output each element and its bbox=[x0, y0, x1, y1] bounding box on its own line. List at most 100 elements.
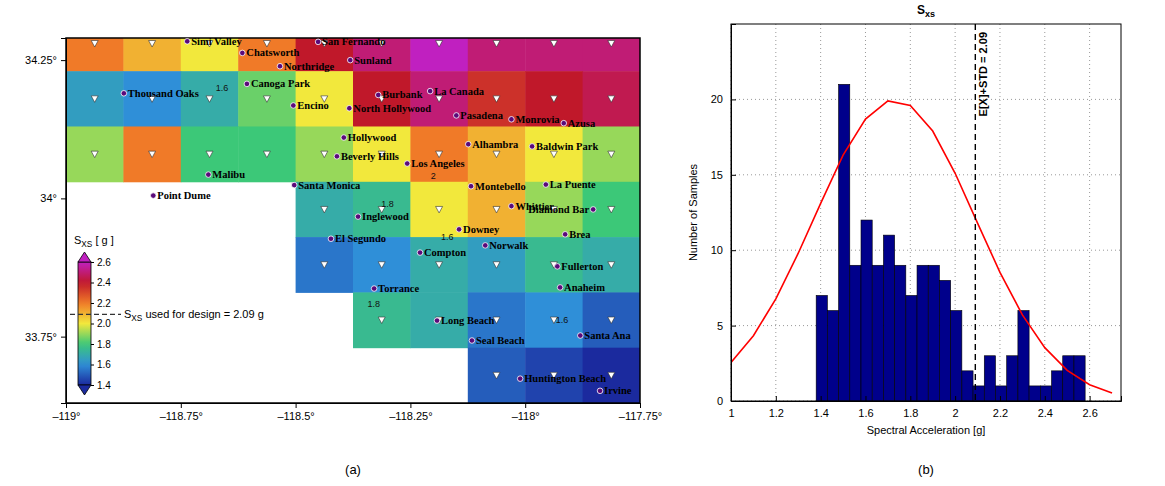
tick-mark bbox=[296, 403, 297, 408]
city-label: Brea bbox=[569, 229, 591, 240]
tick: 20 bbox=[711, 93, 736, 105]
tick-mark bbox=[731, 401, 736, 402]
colorbar-title-part: S bbox=[74, 234, 81, 246]
city-marker bbox=[371, 286, 377, 292]
tick: 2.4 bbox=[91, 277, 111, 288]
histogram-bar bbox=[1029, 386, 1040, 401]
colorbar-title: SXS [ g ] bbox=[74, 234, 114, 249]
axis-line bbox=[732, 396, 1122, 402]
tick-label: 2.4 bbox=[97, 277, 111, 288]
tick-label: 1 bbox=[728, 407, 734, 419]
station-marker bbox=[378, 317, 385, 324]
city-label: Beverly Hills bbox=[341, 151, 399, 162]
title-subscript: xs bbox=[925, 9, 935, 19]
tick-label: –118.25° bbox=[389, 410, 432, 422]
tick: –118.25° bbox=[389, 403, 432, 422]
panel-b: E[X]+STD = 2.0911.21.41.61.822.22.42.605… bbox=[687, 3, 1122, 436]
tick-mark bbox=[1090, 396, 1091, 401]
tick-mark bbox=[61, 60, 66, 61]
city-label: Santa Monica bbox=[298, 180, 361, 191]
city-label: Northridge bbox=[284, 61, 334, 72]
tick: 2.6 bbox=[1082, 396, 1097, 419]
tick-mark bbox=[1000, 396, 1001, 401]
grid-line bbox=[999, 24, 1000, 401]
city-label: Downey bbox=[463, 224, 500, 235]
station-marker bbox=[91, 151, 98, 158]
city-label: Anaheim bbox=[564, 282, 605, 293]
station-marker bbox=[149, 41, 156, 48]
tick-mark bbox=[640, 403, 641, 408]
tick-label: 5 bbox=[717, 320, 723, 332]
colorbar-title-part: [ g ] bbox=[92, 234, 113, 246]
station-marker bbox=[263, 151, 270, 158]
city-label: La Canada bbox=[434, 86, 485, 97]
city-label: Inglewood bbox=[362, 211, 409, 222]
marks bbox=[731, 24, 1112, 401]
tick-label: 1.8 bbox=[97, 339, 111, 350]
tick: 1.2 bbox=[769, 396, 784, 419]
tick-label: 33.75° bbox=[25, 331, 57, 343]
city-marker bbox=[347, 57, 353, 63]
station-marker bbox=[493, 41, 500, 48]
city-label: Pasadena bbox=[460, 110, 503, 121]
histogram-bar bbox=[1063, 356, 1074, 401]
city-label: Azusa bbox=[568, 118, 596, 129]
tick: 5 bbox=[717, 320, 736, 332]
city-label: Santa Ana bbox=[584, 330, 631, 341]
fit-curve bbox=[731, 101, 1112, 393]
station-marker bbox=[149, 151, 156, 158]
city-label: Malibu bbox=[212, 169, 245, 180]
city-label: Sunland bbox=[354, 55, 392, 66]
tick-label: 1.6 bbox=[97, 359, 111, 370]
tick-mark bbox=[731, 99, 736, 100]
tick-label: 2.2 bbox=[97, 298, 111, 309]
grid-line bbox=[731, 99, 1121, 100]
tick-mark bbox=[731, 326, 736, 327]
title: Sxs bbox=[917, 3, 935, 19]
heatmap-cell bbox=[410, 182, 468, 238]
city-marker bbox=[590, 207, 596, 213]
histogram-bar bbox=[1007, 356, 1018, 401]
tick-mark bbox=[181, 403, 182, 408]
axis-line bbox=[61, 39, 67, 404]
city-marker bbox=[509, 116, 515, 122]
heatmap-cell bbox=[238, 126, 296, 182]
city-marker bbox=[427, 88, 433, 94]
tick-label: –118.75° bbox=[160, 410, 203, 422]
reference-line bbox=[975, 24, 976, 401]
station-marker bbox=[608, 317, 615, 324]
tick-label: 0 bbox=[717, 395, 723, 407]
station-marker bbox=[493, 206, 500, 213]
tick-label: 34° bbox=[40, 192, 57, 204]
histogram-bar bbox=[939, 280, 950, 401]
histogram-bar bbox=[995, 386, 1006, 401]
station-marker bbox=[493, 151, 500, 158]
tick-label: 2.4 bbox=[1038, 407, 1053, 419]
heatmap-cell bbox=[583, 292, 640, 348]
city-label: Burbank bbox=[382, 89, 422, 100]
tick-label: 20 bbox=[711, 93, 723, 105]
design-label: SXS used for design = 2.09 g bbox=[124, 308, 264, 323]
city-marker bbox=[562, 232, 568, 238]
station-marker bbox=[608, 372, 615, 379]
station-marker bbox=[550, 151, 557, 158]
city-marker bbox=[482, 243, 488, 249]
city-label: Thousand Oaks bbox=[128, 88, 199, 99]
tick-mark bbox=[821, 396, 822, 401]
tick-label: 15 bbox=[711, 169, 723, 181]
histogram-bar bbox=[850, 265, 861, 401]
heatmap-cell bbox=[583, 182, 640, 238]
colorbar-extend bbox=[78, 385, 91, 395]
city-label: Encino bbox=[297, 100, 329, 111]
plot-frame bbox=[731, 24, 1121, 401]
city-marker bbox=[578, 333, 584, 339]
city-label: Baldwin Park bbox=[536, 141, 598, 152]
colorbar-bar bbox=[78, 262, 91, 385]
city-label: Chatsworth bbox=[246, 47, 299, 58]
tick-mark bbox=[731, 250, 736, 251]
city-marker bbox=[465, 141, 471, 147]
tick-label: 2.0 bbox=[97, 318, 111, 329]
plot-background bbox=[66, 38, 640, 403]
station-marker bbox=[608, 151, 615, 158]
tick-mark bbox=[525, 403, 526, 408]
